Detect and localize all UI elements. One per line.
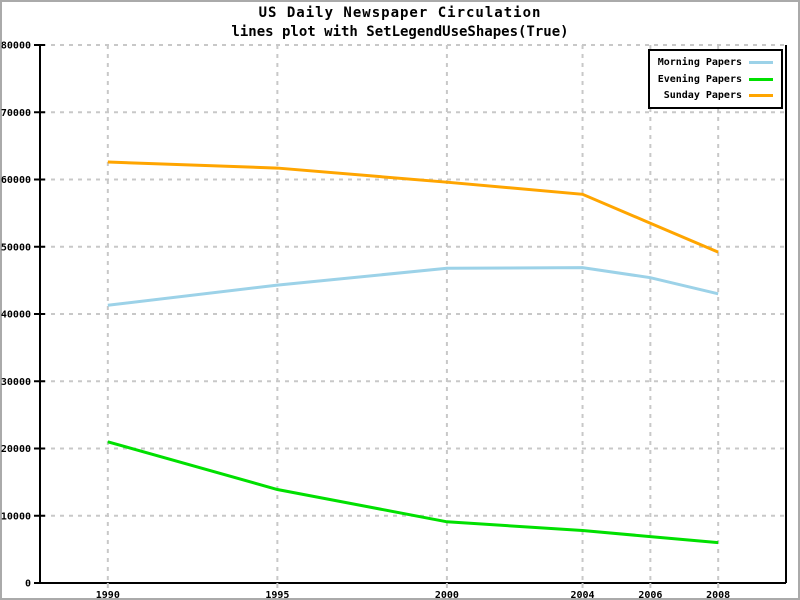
- legend-line-swatch-sunday: [749, 93, 773, 97]
- legend-line-swatch-evening: [749, 77, 773, 81]
- chart-subtitle: lines plot with SetLegendUseShapes(True): [231, 24, 569, 40]
- legend-row: Morning Papers: [654, 57, 773, 68]
- legend-row: Sunday Papers: [654, 90, 773, 101]
- y-tick-label: 10000: [1, 511, 31, 522]
- x-tick-label: 1990: [96, 590, 120, 600]
- chart-title: US Daily Newspaper Circulation: [258, 5, 542, 21]
- y-tick-label: 20000: [1, 444, 31, 455]
- legend-label: Sunday Papers: [663, 89, 742, 101]
- legend: Morning Papers Evening Papers Sunday Pap…: [648, 49, 783, 109]
- series-line-evening-papers: [107, 440, 719, 545]
- legend-label: Evening Papers: [657, 73, 742, 85]
- y-tick-label: 50000: [1, 242, 31, 253]
- y-tick-label: 70000: [1, 108, 31, 119]
- y-tick-label: 80000: [1, 41, 31, 52]
- y-tick-label: 60000: [1, 175, 31, 186]
- x-tick-label: 1995: [265, 590, 289, 600]
- y-tick-label: 0: [25, 579, 31, 590]
- x-tick-label: 2008: [706, 590, 730, 600]
- y-tick-label: 30000: [1, 377, 31, 388]
- y-tick-label: 40000: [1, 310, 31, 321]
- series-line-morning-papers: [107, 266, 719, 307]
- legend-row: Evening Papers: [654, 74, 773, 85]
- x-tick-label: 2000: [435, 590, 459, 600]
- legend-line-swatch-morning: [749, 61, 773, 65]
- x-tick-label: 2004: [570, 590, 594, 600]
- series-line-sunday-papers: [107, 160, 719, 254]
- legend-label: Morning Papers: [657, 57, 742, 69]
- x-tick-label: 2006: [638, 590, 662, 600]
